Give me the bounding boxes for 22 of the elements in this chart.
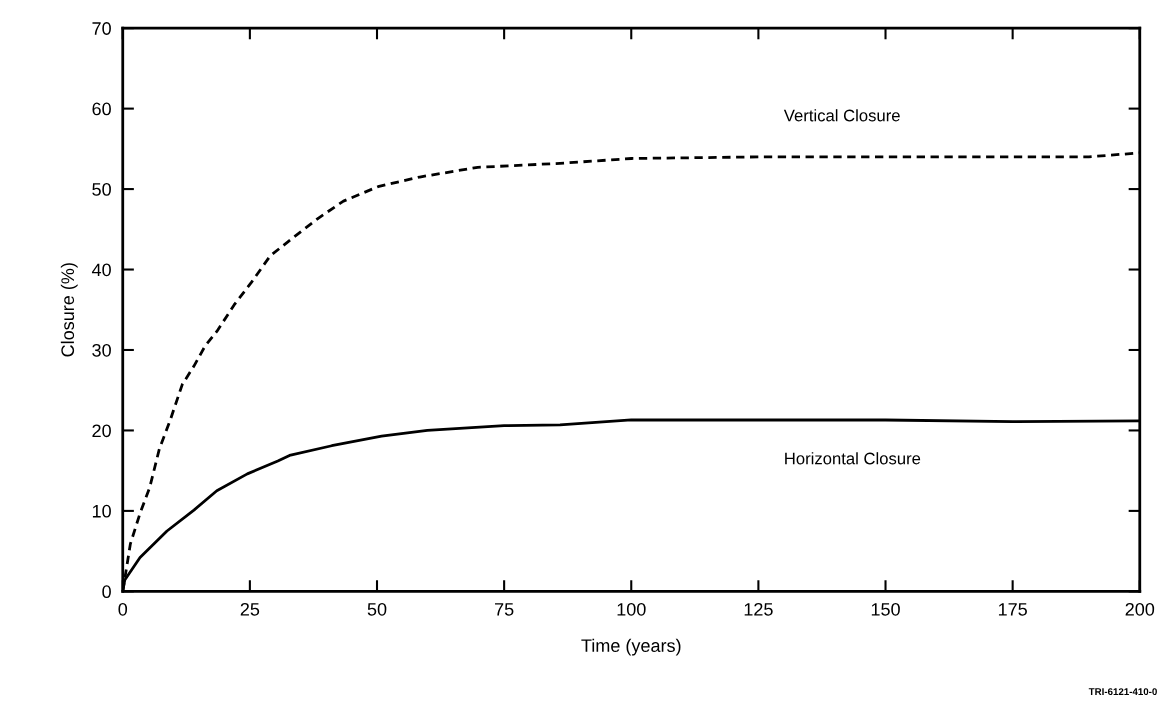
x-tick-label: 100 bbox=[617, 602, 646, 616]
x-tick-label: 50 bbox=[367, 602, 387, 616]
y-tick-label: 30 bbox=[92, 343, 111, 357]
y-tick-label: 10 bbox=[92, 504, 111, 518]
y-tick-label: 50 bbox=[92, 183, 111, 196]
x-tick-label: 75 bbox=[495, 603, 514, 616]
x-tick-label: 175 bbox=[998, 603, 1027, 616]
y-tick-label: 40 bbox=[91, 263, 111, 277]
x-tick-label: 125 bbox=[744, 602, 773, 616]
x-tick-label: 200 bbox=[1125, 602, 1155, 616]
text: Vertical Closure bbox=[783, 109, 900, 122]
x-tick-label: 150 bbox=[871, 602, 900, 616]
y-tick-label: 60 bbox=[92, 102, 111, 116]
y-axis-title: Closure (%) bbox=[60, 263, 78, 357]
x-tick-label: 0 bbox=[118, 602, 128, 616]
text: TRI-6121-410-0 bbox=[1088, 688, 1157, 696]
y-tick-label: 0 bbox=[102, 585, 111, 599]
y-tick-label: 70 bbox=[92, 22, 111, 35]
series-label: Horizontal Closure bbox=[785, 452, 921, 465]
y-tick-label: 20 bbox=[92, 424, 111, 438]
x-tick-label: 25 bbox=[240, 602, 260, 616]
x-axis-title: Time (years) bbox=[581, 638, 681, 656]
